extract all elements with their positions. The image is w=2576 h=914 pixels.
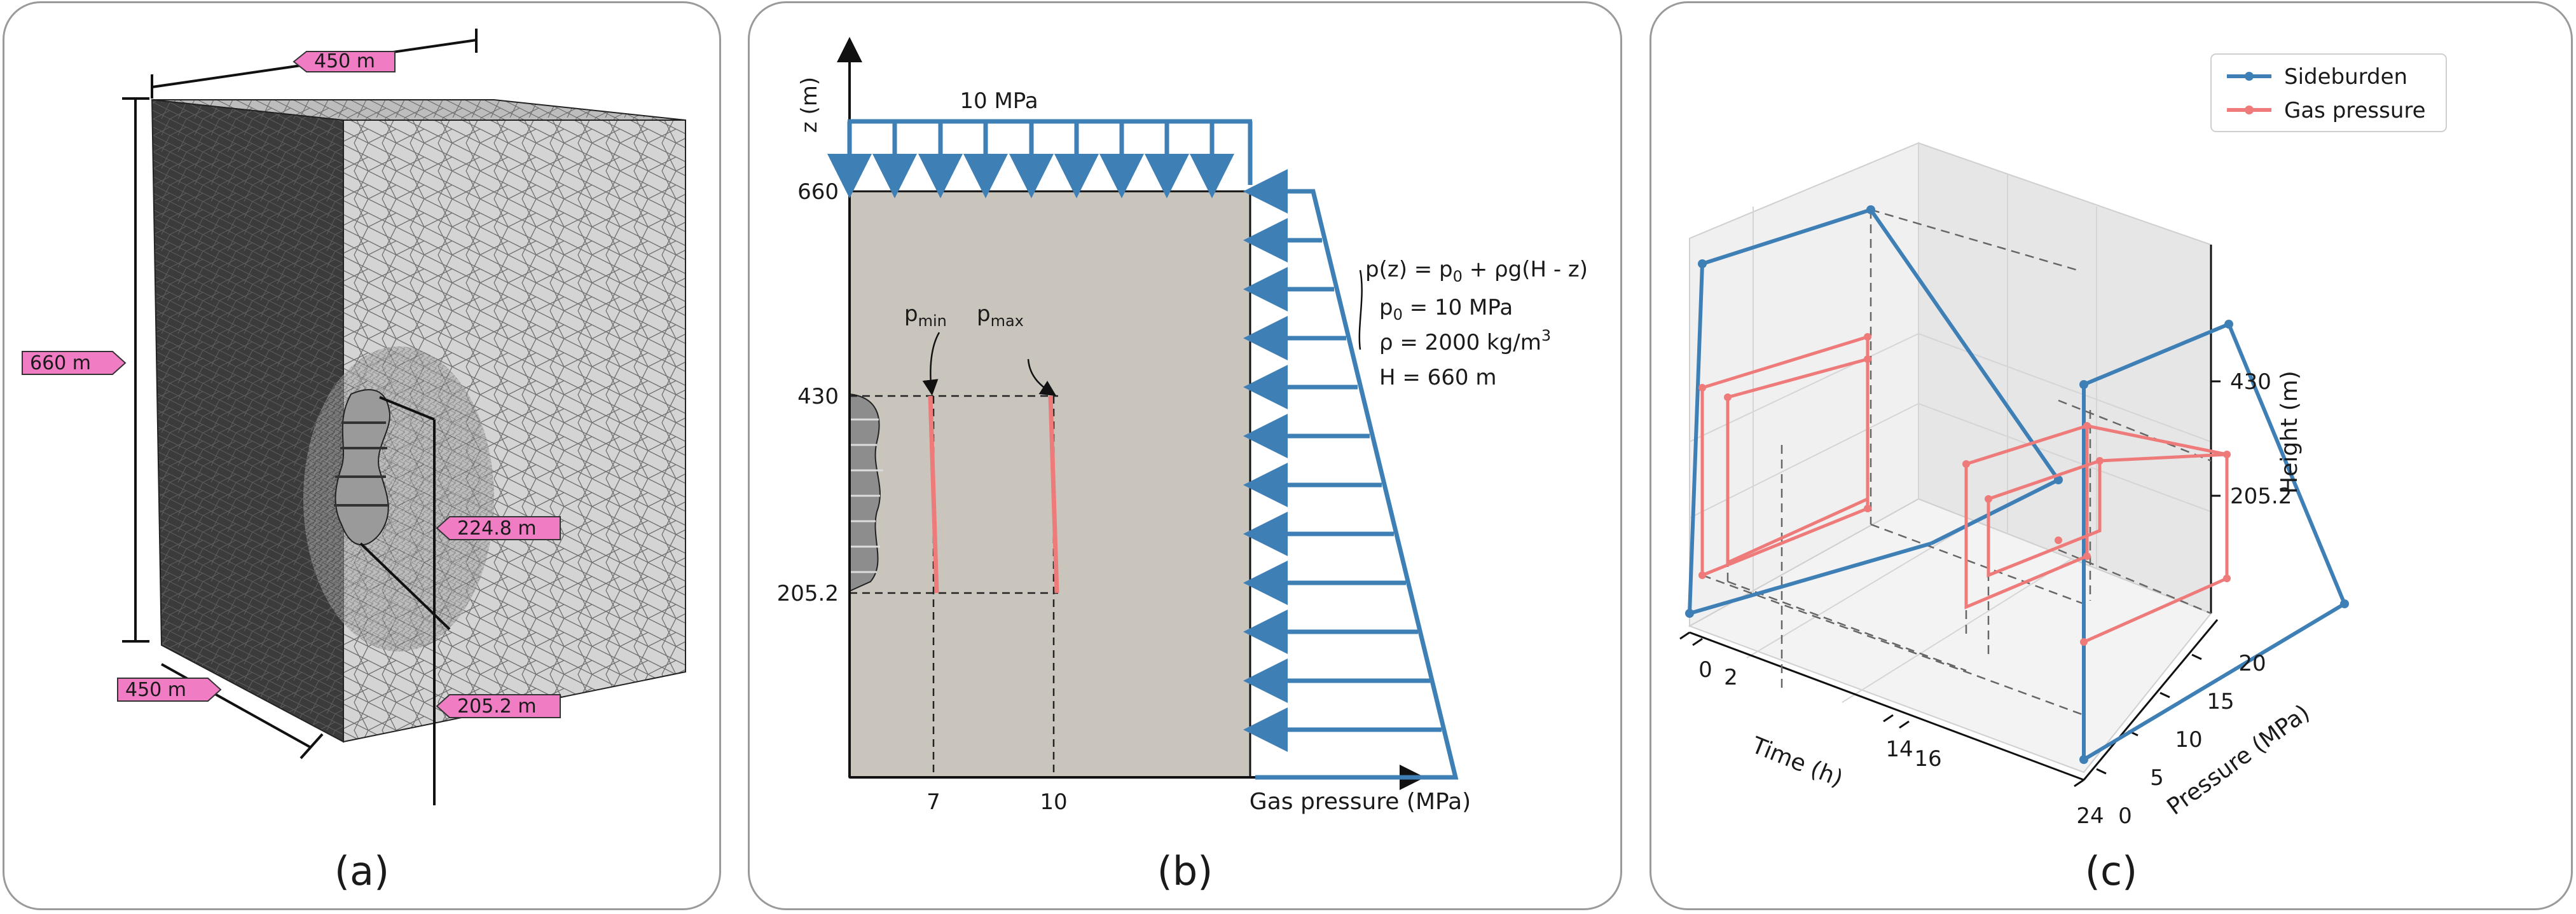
p-max-label: pmax	[977, 301, 1024, 330]
y-tick-660: 660	[797, 179, 839, 205]
x-tick-7: 7	[926, 789, 940, 815]
svg-text:205.2 m: 205.2 m	[457, 695, 537, 718]
pressure-tick-15: 15	[2207, 689, 2234, 714]
panel-c-label: (c)	[2084, 848, 2138, 894]
svg-text:450 m: 450 m	[125, 679, 186, 701]
formula-block: p(z) = p0 + ρg(H - z) p0 = 10 MPa ρ = 20…	[1365, 257, 1588, 390]
z-axis-label: z (m)	[797, 77, 822, 133]
panel-a-label: (a)	[334, 848, 390, 894]
mesh-figure: 450 m 660 m 450 m 224.8 m 205.2 m	[22, 29, 686, 805]
p-max-line	[1048, 395, 1059, 594]
x-tick-10: 10	[1040, 789, 1067, 815]
pressure-tick-0: 0	[2118, 803, 2132, 829]
series-gas-pressure	[1700, 334, 2229, 644]
block-left-face	[151, 99, 344, 743]
panel-a: 450 m 660 m 450 m 224.8 m 205.2 m (a)	[3, 1, 721, 910]
y-tick-430: 430	[797, 384, 839, 409]
cavern-profile	[849, 393, 881, 592]
dim-tag-cavern-bottom: 205.2 m	[436, 694, 561, 718]
top-load	[827, 119, 1253, 198]
pressure-tick-5: 5	[2150, 765, 2164, 791]
p-min-line	[928, 395, 939, 594]
svg-text:450 m: 450 m	[314, 50, 375, 72]
dim-tag-height: 660 m	[22, 351, 127, 375]
domain-rect	[848, 190, 1251, 779]
pressure-tick-20: 20	[2238, 651, 2266, 676]
panel-c: 0 2 14 16 24 0 5 10 15 20 430 205.2 Time…	[1650, 1, 2573, 910]
legend-sideburden: Sideburden	[2284, 64, 2407, 90]
time-tick-0: 0	[1698, 657, 1712, 683]
height-axis-label: Height (m)	[2276, 371, 2303, 494]
height-tick-430: 430	[2230, 369, 2271, 395]
refined-mesh-zone	[303, 346, 494, 651]
height-tick-205: 205.2	[2230, 484, 2292, 509]
ticks	[1679, 380, 2221, 788]
dim-tag-width-bottom: 450 m	[117, 678, 222, 702]
panel-b-label: (b)	[1157, 848, 1213, 894]
top-load-label: 10 MPa	[960, 88, 1038, 114]
time-tick-14: 14	[1885, 737, 1913, 762]
axes	[1689, 245, 2219, 781]
svg-text:660 m: 660 m	[30, 352, 91, 374]
dim-tag-width-top: 450 m	[293, 50, 396, 72]
time-tick-24: 24	[2076, 803, 2104, 829]
time-tick-16: 16	[1914, 746, 1941, 772]
dim-tag-cavern-top: 224.8 m	[436, 516, 561, 540]
legend-gas-pressure: Gas pressure	[2284, 98, 2426, 123]
time-tick-2: 2	[1724, 665, 1738, 690]
svg-text:224.8 m: 224.8 m	[457, 517, 537, 540]
panel-b: z (m) 10 MPa 660 430 205.2 7 10 Gas pres…	[748, 1, 1622, 910]
time-axis-label: Time (h)	[1747, 732, 1847, 793]
x-axis-label: Gas pressure (MPa)	[1250, 789, 1471, 815]
pressure-axis-label: Pressure (MPa)	[2162, 700, 2315, 821]
svg-text:p(z) = p0 + ρg(H - z): p(z) = p0 + ρg(H - z)	[1365, 257, 1588, 285]
svg-text:p0 = 10 MPa: p0 = 10 MPa	[1379, 295, 1513, 324]
legend: Sideburden Gas pressure	[2210, 53, 2447, 132]
p-min-label: pmin	[904, 301, 947, 330]
svg-text:ρ = 2000 kg/m3: ρ = 2000 kg/m3	[1379, 327, 1551, 355]
chart-3d: 0 2 14 16 24 0 5 10 15 20 430 205.2 Time…	[1679, 53, 2447, 829]
pressure-tick-10: 10	[2175, 727, 2202, 753]
y-tick-205: 205.2	[777, 581, 839, 606]
svg-text:H = 660 m: H = 660 m	[1379, 365, 1497, 390]
side-load	[1243, 169, 1459, 780]
load-schematic: z (m) 10 MPa 660 430 205.2 7 10 Gas pres…	[777, 37, 1588, 815]
